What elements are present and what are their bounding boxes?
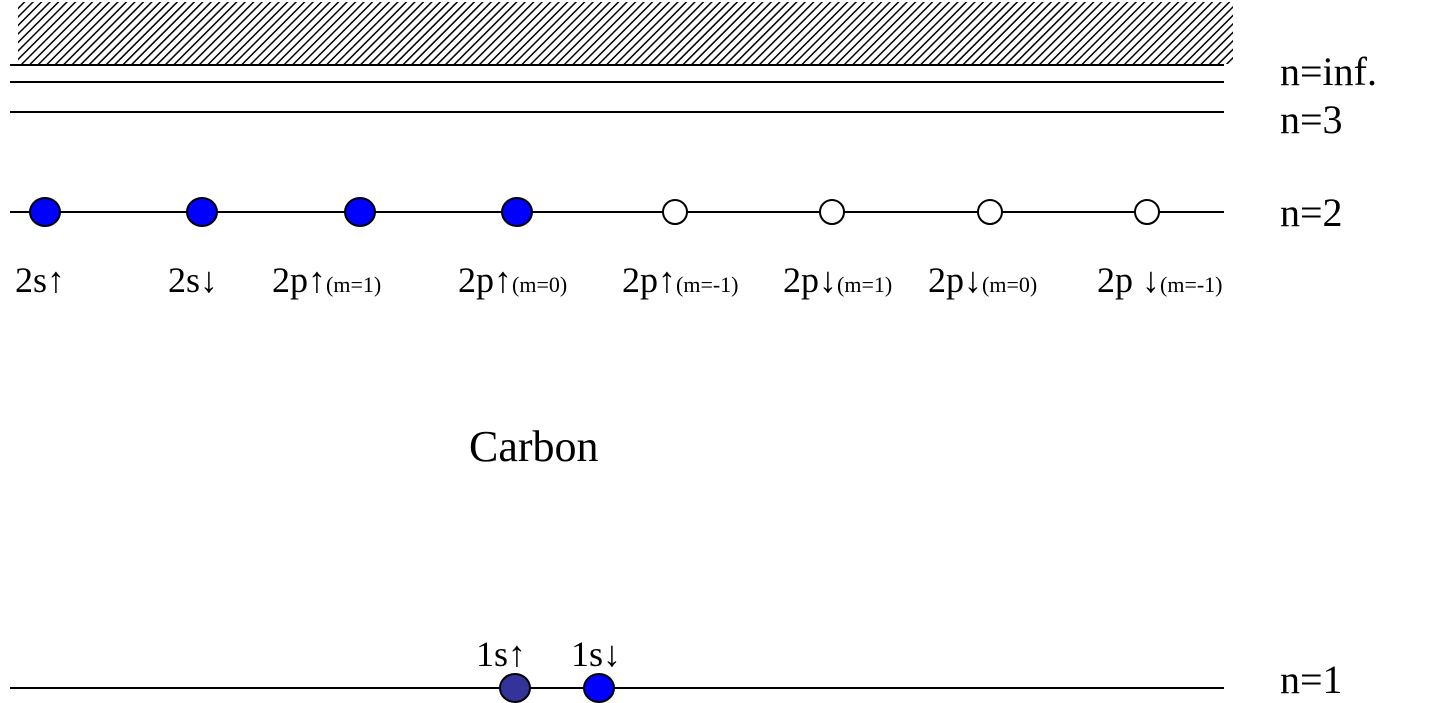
state-label-2p-up-m-1: 2p↑(m=-1) — [622, 260, 739, 300]
element-title: Carbon — [469, 422, 599, 471]
electron-filled-circle — [499, 673, 531, 703]
electron-empty-circle — [662, 199, 688, 225]
n1-electron-states — [499, 673, 615, 703]
electron-filled-circle — [583, 673, 615, 703]
level-label-n1: n=1 — [1280, 657, 1343, 702]
state-label-2s-up: 2s↑ — [15, 260, 66, 300]
electron-filled-circle — [501, 197, 533, 227]
state-label-2p-down-m1: 2p↓(m=1) — [783, 260, 893, 300]
state-label-2p-down-m-1: 2p ↓(m=-1) — [1097, 260, 1223, 300]
state-label-2s-down: 2s↓ — [168, 260, 219, 300]
electron-empty-circle — [977, 199, 1003, 225]
level-label-n3: n=3 — [1280, 97, 1343, 142]
electron-empty-circle — [1134, 199, 1160, 225]
state-label-2p-up-m1: 2p↑(m=1) — [272, 260, 382, 300]
level-label-n2: n=2 — [1280, 190, 1343, 235]
continuum-band — [18, 2, 1233, 64]
state-label-1s-down: 1s↓ — [571, 634, 622, 674]
level-label-n-inf: n=inf. — [1280, 49, 1377, 94]
electron-empty-circle — [819, 199, 845, 225]
state-label-2p-down-m0: 2p↓(m=0) — [928, 260, 1038, 300]
electron-filled-circle — [344, 197, 376, 227]
electron-filled-circle — [186, 197, 218, 227]
state-label-2p-up-m0: 2p↑(m=0) — [458, 260, 568, 300]
state-label-1s-up: 1s↑ — [476, 634, 527, 674]
n2-electron-states — [29, 197, 1160, 227]
electron-filled-circle — [29, 197, 61, 227]
